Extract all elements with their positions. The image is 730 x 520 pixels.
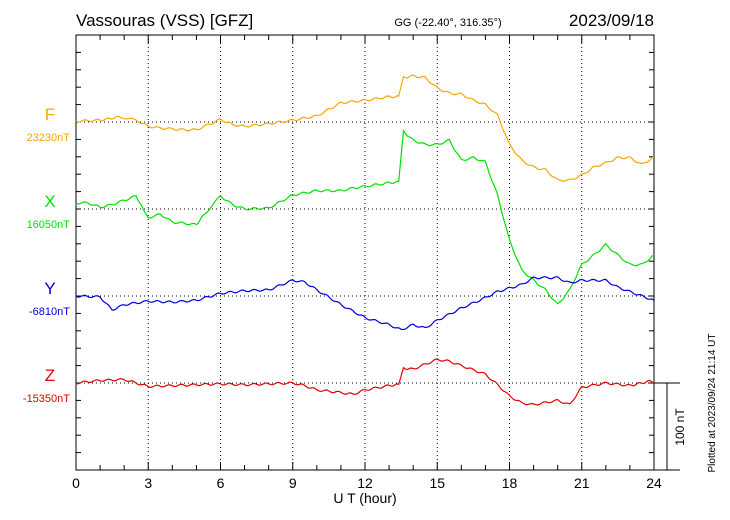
- coordinates: GG (-22.40°, 316.35°): [394, 17, 501, 29]
- x-tick-label: 18: [502, 475, 518, 491]
- plot-frame: [75, 34, 655, 471]
- x-tick-label: 24: [646, 475, 662, 491]
- series-line-z: [75, 358, 655, 406]
- series-line-x: [75, 129, 655, 305]
- date: 2023/09/18: [569, 11, 654, 30]
- series-name-y: Y: [44, 279, 55, 298]
- series-name-f: F: [45, 105, 55, 124]
- x-tick-label: 21: [574, 475, 590, 491]
- x-tick-label: 9: [289, 475, 297, 491]
- plotted-timestamp: Plotted at 2023/09/24 21:14 UT: [707, 334, 718, 473]
- x-tick-label: 15: [429, 475, 445, 491]
- x-tick-label: 12: [357, 475, 373, 491]
- series-baseline-y: -6810nT: [29, 306, 70, 318]
- station-title: Vassouras (VSS) [GFZ]: [76, 11, 253, 30]
- x-tick-label: 3: [144, 475, 152, 491]
- x-tick-label: 0: [72, 475, 80, 491]
- series-line-f: [75, 74, 655, 182]
- axes: 0 3 6 9 12 15 18 21 24: [72, 34, 680, 491]
- series-group: [75, 74, 655, 406]
- scale-label: 100 nT: [673, 408, 687, 446]
- series-baseline-x: 16050nT: [27, 219, 71, 231]
- series-line-y: [75, 276, 655, 331]
- series-baseline-z: -15350nT: [23, 393, 70, 405]
- series-labels: F 23230nT X 16050nT Y -6810nT Z -15350nT: [23, 105, 70, 405]
- series-name-x: X: [44, 192, 55, 211]
- series-name-z: Z: [45, 366, 55, 385]
- x-axis-label: U T (hour): [333, 490, 396, 506]
- x-tick-label: 6: [217, 475, 225, 491]
- grid: [76, 35, 654, 470]
- series-baseline-f: 23230nT: [27, 132, 71, 144]
